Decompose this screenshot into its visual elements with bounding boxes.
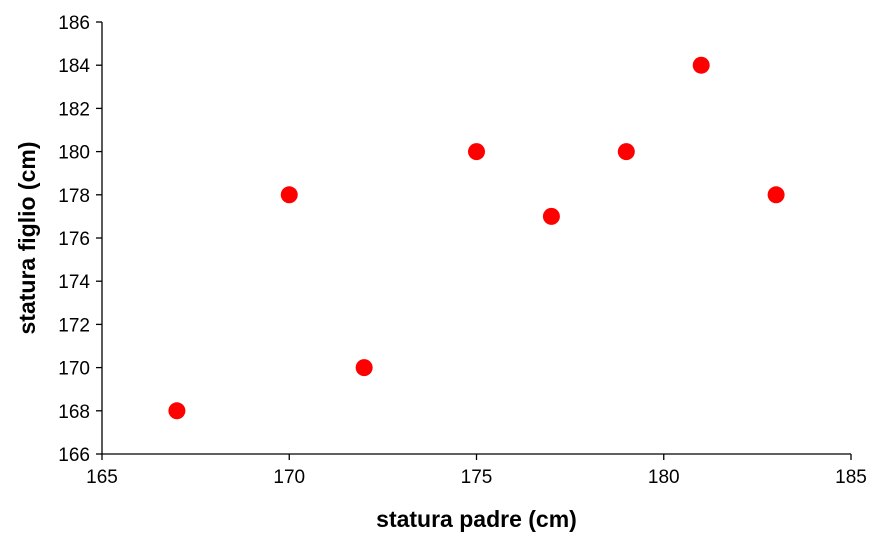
- data-point: [542, 207, 560, 225]
- y-tick-label: 176: [58, 229, 90, 250]
- x-tick-label: 185: [835, 467, 867, 488]
- data-points: [168, 56, 785, 420]
- y-tick-label: 186: [58, 13, 90, 34]
- x-tick-label: 170: [273, 467, 305, 488]
- y-tick-label: 180: [58, 143, 90, 164]
- data-point: [168, 402, 186, 420]
- y-tick-label: 172: [58, 315, 90, 336]
- y-tick-label: 174: [58, 272, 90, 293]
- y-tick-label: 166: [58, 445, 90, 466]
- y-axis-title: statura figlio (cm): [14, 142, 40, 335]
- x-tick-label: 180: [648, 467, 680, 488]
- y-tick-label: 182: [58, 99, 90, 120]
- data-point: [280, 186, 298, 204]
- y-tick-label: 168: [58, 402, 90, 423]
- axes: [101, 22, 851, 455]
- y-tick-label: 178: [58, 186, 90, 207]
- x-axis-title: statura padre (cm): [376, 506, 577, 532]
- data-point: [468, 143, 485, 161]
- data-point: [617, 143, 635, 161]
- data-point: [767, 186, 785, 204]
- x-axis-ticks: 165 170 175 180 185: [86, 454, 867, 488]
- data-point: [692, 56, 710, 74]
- y-tick-label: 184: [58, 56, 90, 77]
- data-point: [355, 359, 373, 377]
- y-axis-ticks: 166 168 170 172 174 176 178 180 182 184 186: [58, 13, 102, 466]
- x-tick-label: 165: [86, 467, 118, 488]
- y-tick-label: 170: [58, 359, 90, 380]
- x-tick-label: 175: [461, 467, 493, 488]
